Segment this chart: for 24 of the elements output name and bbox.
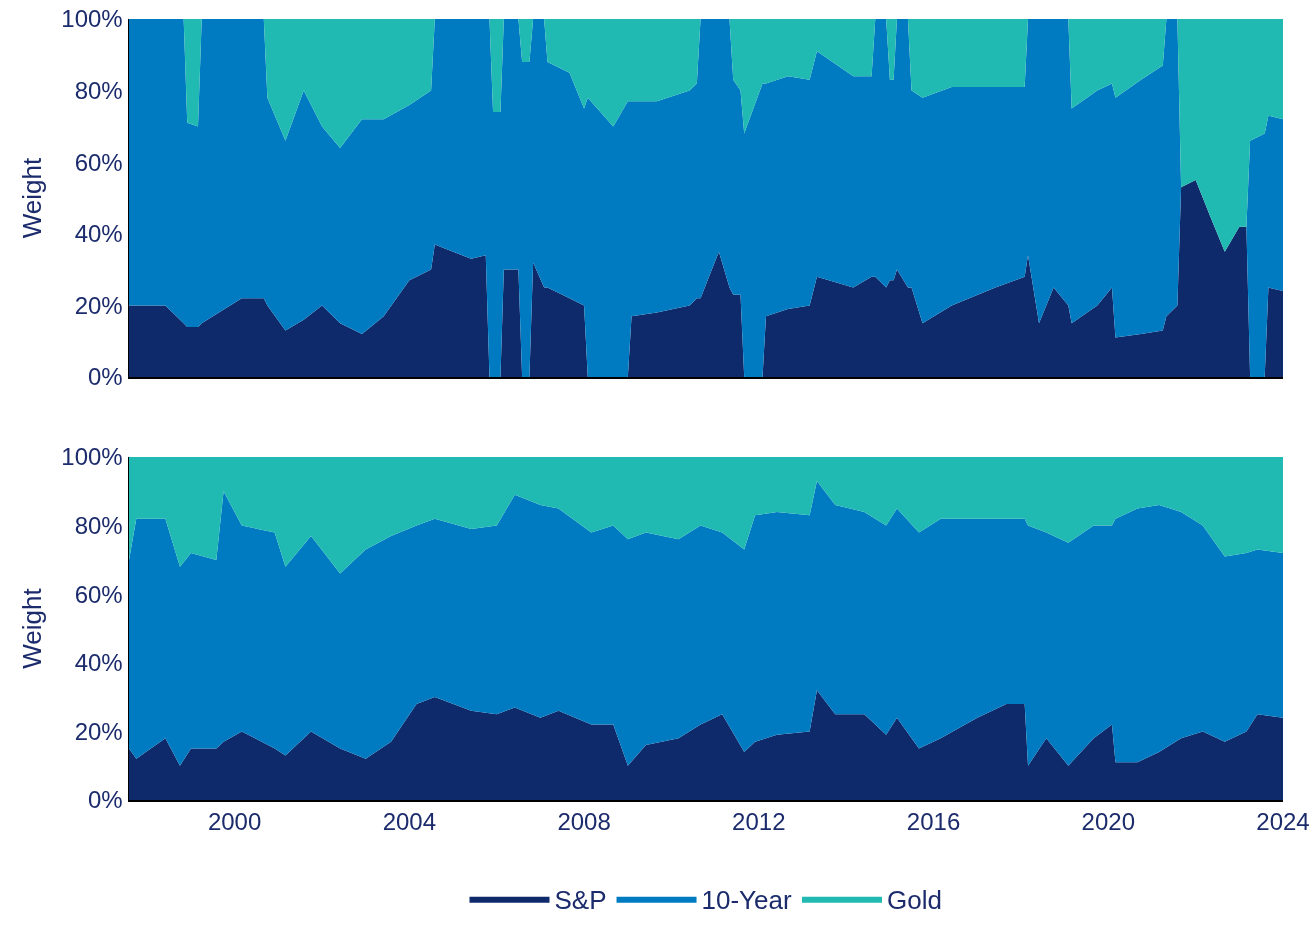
legend-label: 10-Year (701, 885, 792, 915)
x-tick-label: 2008 (557, 808, 611, 836)
y-tick-label: 20% (74, 717, 123, 745)
x-tick-label: 2024 (1256, 808, 1310, 836)
legend-label: Gold (886, 885, 942, 915)
y-tick-label: 60% (74, 580, 123, 608)
y-tick-label: 0% (88, 786, 123, 814)
x-tick-label: 2020 (1081, 808, 1135, 836)
x-tick-label: 2016 (906, 808, 961, 836)
y-tick-label: 80% (74, 512, 123, 539)
x-tick-label: 2012 (732, 808, 786, 836)
x-tick-label: 2000 (207, 808, 262, 836)
y-tick-label: 0% (88, 363, 123, 391)
x-tick-label: 2004 (382, 808, 437, 836)
y-tick-label: 100% (61, 443, 123, 471)
y-tick-label: 100% (61, 5, 123, 33)
y-tick-label: 60% (74, 148, 123, 176)
y-tick-label: 80% (74, 77, 123, 104)
y-axis-title: Weight (16, 587, 47, 669)
legend-label: S&P (554, 885, 607, 915)
y-axis-title: Weight (16, 157, 47, 239)
y-tick-label: 20% (74, 291, 123, 319)
y-tick-label: 40% (74, 649, 123, 677)
y-tick-label: 40% (74, 220, 123, 248)
